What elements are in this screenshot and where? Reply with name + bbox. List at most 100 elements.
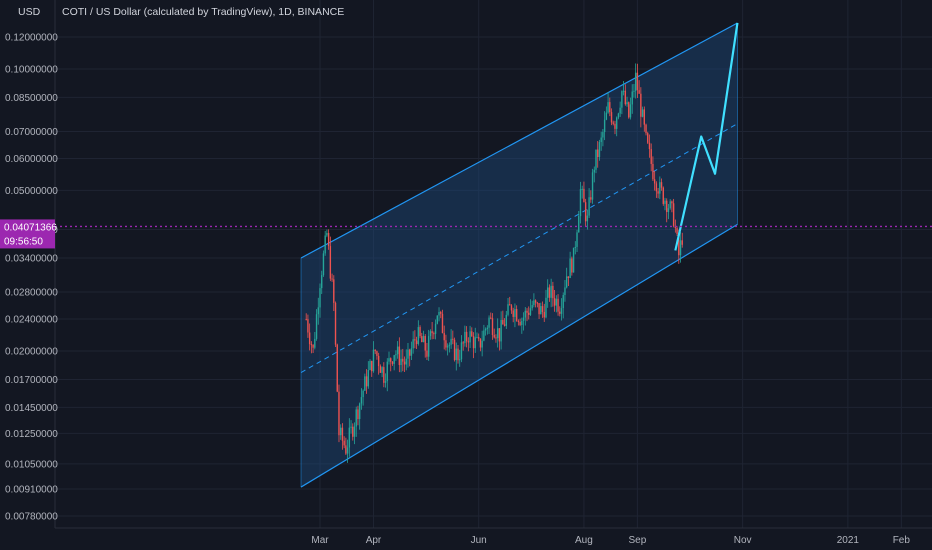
candle-body [614, 123, 616, 129]
candle-body [490, 317, 492, 319]
candle-body [491, 318, 494, 335]
candle-body [640, 93, 642, 117]
y-tick-label: 0.02000000 [5, 346, 58, 357]
currency-label[interactable]: USD [18, 6, 41, 18]
channel-median-line[interactable] [300, 123, 738, 373]
candle-body [307, 319, 309, 333]
candle-body [569, 258, 571, 279]
x-tick-label: Apr [366, 535, 382, 546]
candle-body [390, 358, 392, 362]
candle-body [652, 163, 654, 180]
y-tick-label: 0.06000000 [5, 154, 58, 165]
candle-body [483, 330, 485, 341]
candle-body [524, 310, 526, 318]
candle-body [574, 246, 576, 248]
candle-body [641, 109, 644, 117]
candle-body [659, 182, 661, 194]
y-axis[interactable]: 0.12000000 0.10000000 0.08500000 0.07000000… [5, 33, 58, 523]
candle-body [624, 90, 627, 105]
channel-lower-line[interactable] [300, 223, 738, 488]
candle-body [365, 376, 368, 387]
candle-body [346, 447, 349, 454]
candle-body [619, 107, 621, 114]
candle-body [412, 339, 414, 349]
candle-body [522, 317, 525, 321]
channel-upper-line[interactable] [300, 22, 738, 259]
candle-body [410, 348, 413, 356]
candle-body [653, 179, 656, 184]
chart-title: COTI / US Dollar (calculated by TradingV… [62, 6, 344, 18]
candle-body [517, 320, 520, 323]
candle-body [427, 336, 430, 357]
candle-body [586, 215, 589, 222]
candle-body [634, 72, 637, 91]
price-tag: 0.04071366 09:56:50 [0, 219, 57, 249]
candle-body [338, 391, 340, 436]
candle-body [395, 354, 397, 356]
candle-body [383, 367, 385, 383]
candle-body [633, 90, 635, 92]
y-tick-label: 0.00780000 [5, 512, 58, 523]
candle-body [429, 331, 432, 337]
candle-body [358, 403, 361, 419]
candle-body [315, 314, 318, 339]
candle-body [588, 197, 590, 216]
candle-body [469, 331, 471, 343]
y-tick-label: 0.01450000 [5, 403, 58, 414]
candle-body [583, 188, 585, 203]
candle-body [648, 142, 651, 150]
y-tick-label: 0.00910000 [5, 484, 58, 495]
candle-body [372, 349, 375, 372]
candle-body [484, 329, 487, 331]
candle-body [631, 91, 633, 105]
x-tick-label: Sep [629, 535, 647, 546]
candle-body [505, 314, 507, 326]
candle-body [550, 285, 552, 298]
candle-body [374, 349, 376, 352]
x-tick-label: Jun [471, 535, 487, 546]
candle-body [355, 409, 357, 427]
candle-body [341, 427, 344, 441]
candle-body [396, 346, 399, 355]
candle-body [360, 397, 363, 404]
candle-body [367, 369, 369, 387]
candle-body [597, 149, 599, 158]
candle-body [377, 355, 380, 367]
candle-body [381, 367, 383, 373]
x-axis[interactable]: Mar Apr Jun Aug Sep Nov 2021 Feb [311, 535, 910, 546]
candle-body [595, 149, 597, 170]
candle-body [479, 338, 482, 348]
candle-body [324, 235, 326, 254]
candle-body [560, 308, 563, 314]
candle-body [636, 72, 639, 91]
candle-body [474, 337, 476, 349]
candle-body [509, 304, 511, 306]
candle-body [572, 247, 575, 273]
candle-body [581, 188, 583, 190]
candle-body [676, 228, 678, 234]
candle-body [436, 315, 438, 324]
candle-body [326, 232, 328, 236]
candle-body [584, 202, 587, 222]
candle-body [534, 300, 537, 303]
candle-body [386, 361, 388, 382]
candle-body [322, 253, 325, 276]
candle-body [419, 327, 421, 337]
candle-body [446, 345, 449, 348]
projection-line[interactable] [674, 22, 739, 251]
candle-body [647, 133, 649, 143]
candle-body [453, 339, 456, 361]
candle-body [662, 187, 664, 204]
candle-body [666, 200, 668, 213]
candle-body [555, 298, 558, 306]
candle-body [538, 303, 540, 315]
regression-channel[interactable] [300, 22, 738, 488]
candle-body [459, 359, 461, 361]
price-tag-value: 0.04071366 [4, 222, 57, 233]
candle-body [371, 360, 373, 372]
projection-path[interactable] [674, 22, 739, 251]
candle-body [498, 328, 501, 342]
candle-body [350, 426, 352, 428]
candle-body [478, 337, 480, 339]
